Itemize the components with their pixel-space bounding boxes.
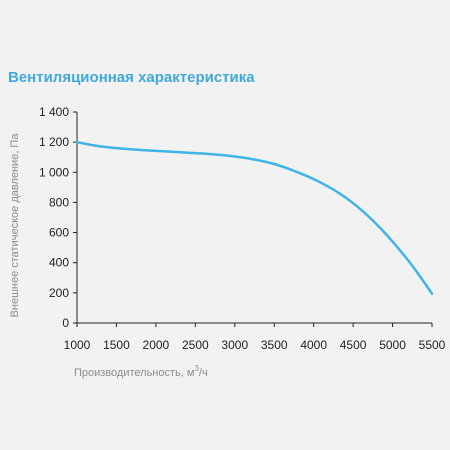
x-tick-label: 3500 bbox=[261, 338, 288, 352]
x-axis-title-tail: /ч bbox=[199, 367, 208, 379]
axes bbox=[76, 112, 432, 324]
x-axis-title-sup: 3 bbox=[194, 364, 199, 373]
y-tick-label: 1 200 bbox=[39, 135, 69, 149]
y-tick-label: 400 bbox=[49, 256, 69, 270]
x-tick-label: 5500 bbox=[419, 338, 446, 352]
y-tick-label: 200 bbox=[49, 286, 69, 300]
y-tick-label: 1 400 bbox=[39, 105, 69, 119]
y-tick-label: 1 000 bbox=[39, 165, 69, 179]
y-ticks: 0 200 400 600 800 1 000 1 200 1 400 bbox=[39, 105, 77, 330]
series-line bbox=[75, 140, 434, 295]
x-ticks: 1000 1500 2000 2500 3000 3500 4000 4500 5000 5500 bbox=[64, 323, 446, 352]
y-tick-label: 0 bbox=[62, 316, 69, 330]
x-tick-label: 4000 bbox=[300, 338, 327, 352]
x-axis-title: Производительность, м3/ч bbox=[74, 364, 208, 379]
x-tick-label: 2000 bbox=[143, 338, 170, 352]
x-tick-label: 1000 bbox=[64, 338, 91, 352]
x-tick-label: 4500 bbox=[340, 338, 367, 352]
x-tick-label: 2500 bbox=[182, 338, 209, 352]
y-axis-title: Внешнее статическое давление, Па bbox=[9, 133, 21, 318]
x-axis-title-main: Производительность, м bbox=[74, 367, 194, 379]
y-tick-label: 800 bbox=[49, 195, 69, 209]
y-tick-label: 600 bbox=[49, 226, 69, 240]
x-tick-label: 1500 bbox=[103, 338, 130, 352]
series-layer bbox=[75, 140, 434, 295]
x-tick-label: 3000 bbox=[221, 338, 248, 352]
x-tick-label: 5000 bbox=[379, 338, 406, 352]
chart-title: Вентиляционная характеристика bbox=[8, 69, 255, 86]
